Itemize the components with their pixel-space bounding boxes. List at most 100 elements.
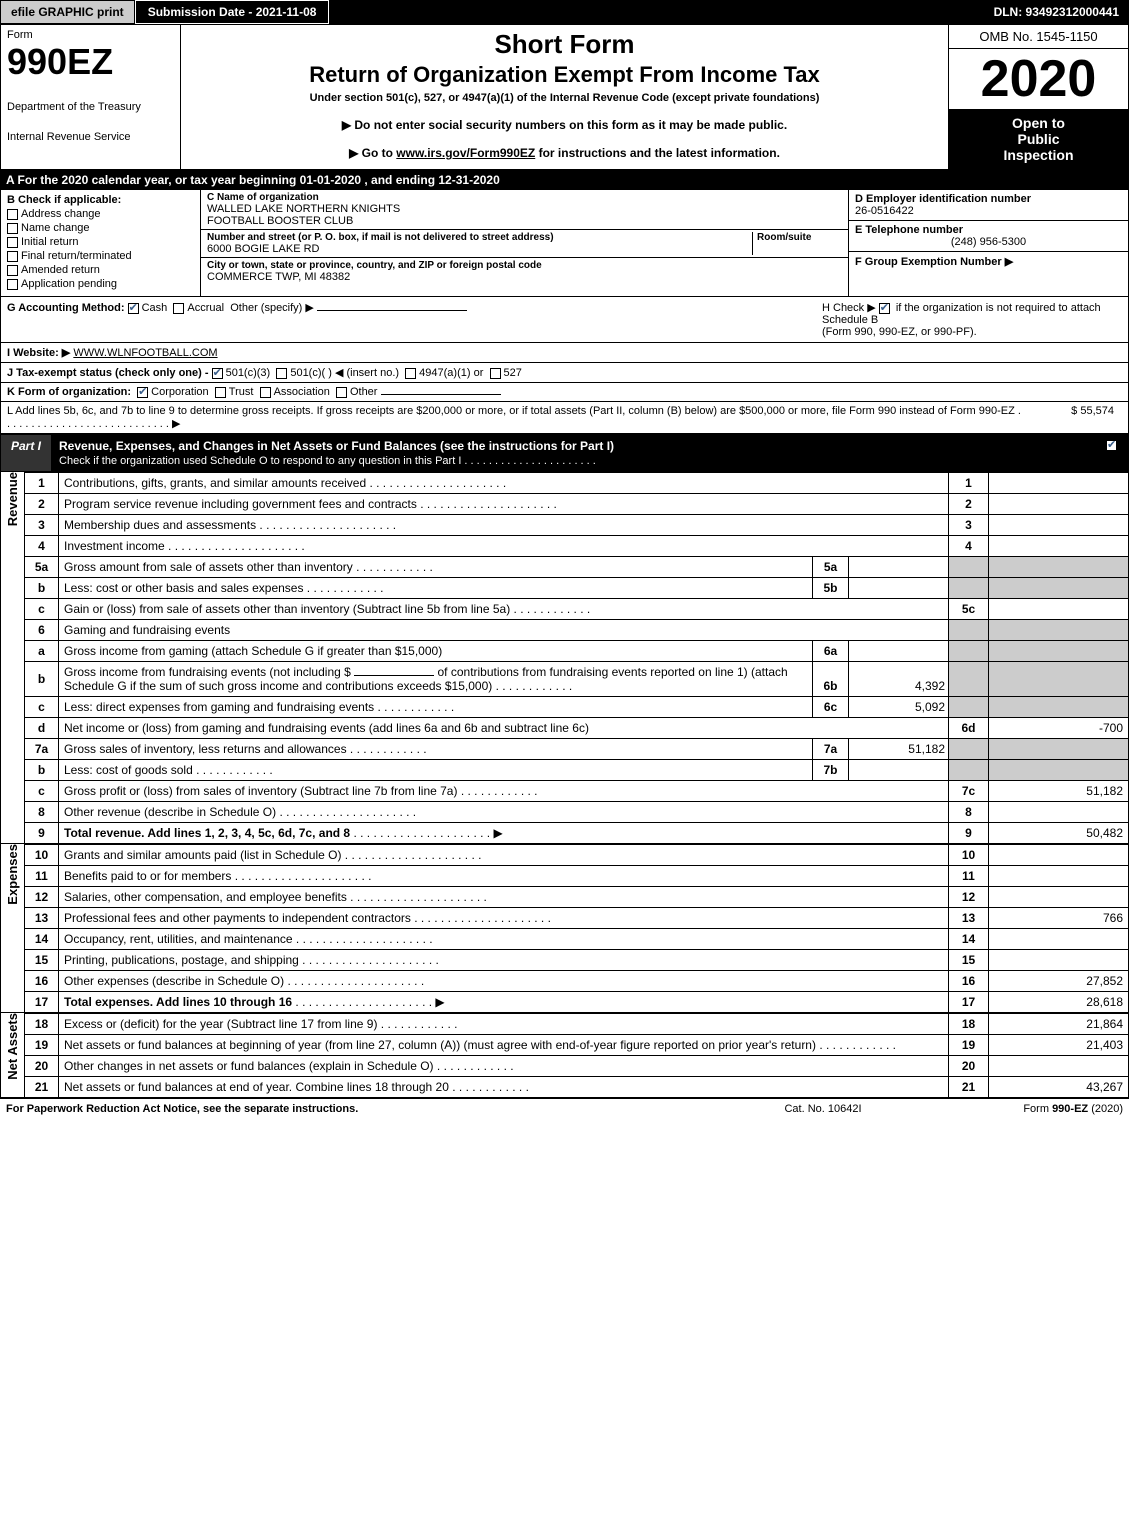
netassets-table: 18Excess or (deficit) for the year (Subt… [24, 1013, 1129, 1098]
omb-number: OMB No. 1545-1150 [949, 25, 1128, 49]
footer-right: Form 990-EZ (2020) [923, 1103, 1123, 1115]
j-pre: J Tax-exempt status (check only one) - [7, 367, 212, 379]
k-trust: Trust [229, 386, 254, 398]
page-footer: For Paperwork Reduction Act Notice, see … [0, 1098, 1129, 1119]
street-address: 6000 BOGIE LAKE RD [207, 243, 752, 255]
k-assoc: Association [274, 386, 330, 398]
expenses-side-label: Expenses [0, 844, 24, 1013]
form-header: Form 990EZ Department of the Treasury In… [0, 24, 1129, 170]
part1-title: Revenue, Expenses, and Changes in Net As… [59, 439, 614, 453]
website-value[interactable]: WWW.WLNFOOTBALL.COM [73, 347, 217, 359]
expenses-table: 10Grants and similar amounts paid (list … [24, 844, 1129, 1013]
open-line1: Open to [953, 115, 1124, 131]
row-i: I Website: ▶ WWW.WLNFOOTBALL.COM [0, 343, 1129, 363]
part1-header: Part I Revenue, Expenses, and Changes in… [0, 434, 1129, 472]
dept-line2: Internal Revenue Service [7, 131, 174, 143]
footer-mid: Cat. No. 10642I [723, 1103, 923, 1115]
k-corp: Corporation [151, 386, 208, 398]
chk-assoc[interactable] [260, 387, 271, 398]
other-label: Other (specify) ▶ [230, 302, 314, 314]
k-other: Other [350, 386, 378, 398]
j-501c: 501(c)( ) ◀ (insert no.) [290, 367, 399, 379]
part1-checkbox[interactable] [1106, 440, 1117, 451]
h-text1: H Check ▶ [822, 302, 876, 314]
j-501c3: 501(c)(3) [226, 367, 271, 379]
phone-label: E Telephone number [855, 224, 1122, 236]
chk-application-pending[interactable]: Application pending [7, 278, 194, 290]
open-line3: Inspection [953, 147, 1124, 163]
chk-initial-return[interactable]: Initial return [7, 236, 194, 248]
c-name-label: C Name of organization [207, 192, 842, 203]
part1-sub: Check if the organization used Schedule … [59, 455, 596, 467]
efile-print-button[interactable]: efile GRAPHIC print [0, 0, 135, 24]
phone-value: (248) 956-5300 [855, 236, 1122, 248]
chk-other-org[interactable] [336, 387, 347, 398]
l-text: L Add lines 5b, 6c, and 7b to line 9 to … [7, 405, 1022, 430]
top-bar: efile GRAPHIC print Submission Date - 20… [0, 0, 1129, 24]
chk-final-return[interactable]: Final return/terminated [7, 250, 194, 262]
chk-address-change[interactable]: Address change [7, 208, 194, 220]
accrual-label: Accrual [187, 302, 224, 314]
addr-label: Number and street (or P. O. box, if mail… [207, 232, 752, 243]
city-label: City or town, state or province, country… [207, 260, 842, 271]
submission-date-label: Submission Date - 2021-11-08 [135, 0, 330, 24]
k-label: K Form of organization: [7, 386, 131, 398]
form-word: Form [7, 29, 174, 41]
row-g-h: G Accounting Method: Cash Accrual Other … [0, 297, 1129, 343]
instruction-2: ▶ Go to www.irs.gov/Form990EZ for instru… [189, 146, 940, 160]
chk-cash[interactable] [128, 303, 139, 314]
room-label: Room/suite [757, 232, 842, 243]
footer-left: For Paperwork Reduction Act Notice, see … [6, 1103, 723, 1115]
form-number: 990EZ [7, 41, 174, 83]
netassets-block: Net Assets 18Excess or (deficit) for the… [0, 1013, 1129, 1098]
netassets-side-label: Net Assets [0, 1013, 24, 1098]
cash-label: Cash [142, 302, 168, 314]
ein-value: 26-0516422 [855, 205, 1122, 217]
group-exemption-label: F Group Exemption Number ▶ [855, 255, 1122, 268]
section-b-block: B Check if applicable: Address change Na… [0, 190, 1129, 297]
dln-label: DLN: 93492312000441 [984, 0, 1129, 24]
irs-link[interactable]: www.irs.gov/Form990EZ [396, 146, 535, 160]
open-line2: Public [953, 131, 1124, 147]
chk-trust[interactable] [215, 387, 226, 398]
short-form-title: Short Form [189, 29, 940, 60]
org-name-2: FOOTBALL BOOSTER CLUB [207, 215, 842, 227]
open-to-public-box: Open to Public Inspection [949, 109, 1128, 169]
row-k: K Form of organization: Corporation Trus… [0, 383, 1129, 402]
l-value: $ 55,574 [1022, 405, 1122, 430]
inst2-pre: ▶ Go to [349, 146, 396, 160]
expenses-block: Expenses 10Grants and similar amounts pa… [0, 844, 1129, 1013]
row-j: J Tax-exempt status (check only one) - 5… [0, 363, 1129, 383]
j-527: 527 [504, 367, 522, 379]
under-section-text: Under section 501(c), 527, or 4947(a)(1)… [189, 92, 940, 104]
chk-accrual[interactable] [173, 303, 184, 314]
line-a-bar: A For the 2020 calendar year, or tax yea… [0, 170, 1129, 190]
b-title: B Check if applicable: [7, 194, 194, 206]
dept-line1: Department of the Treasury [7, 101, 174, 113]
chk-amended-return[interactable]: Amended return [7, 264, 194, 276]
website-label: I Website: ▶ [7, 347, 70, 359]
other-specify-input[interactable] [317, 310, 467, 311]
chk-501c3[interactable] [212, 368, 223, 379]
k-other-input[interactable] [381, 394, 501, 395]
revenue-side-label: Revenue [0, 472, 24, 844]
inst2-post: for instructions and the latest informat… [535, 146, 780, 160]
chk-4947[interactable] [405, 368, 416, 379]
j-4947: 4947(a)(1) or [419, 367, 483, 379]
instruction-1: ▶ Do not enter social security numbers o… [189, 118, 940, 132]
revenue-table: 1Contributions, gifts, grants, and simil… [24, 472, 1129, 844]
ein-label: D Employer identification number [855, 193, 1122, 205]
chk-name-change[interactable]: Name change [7, 222, 194, 234]
part1-label: Part I [1, 435, 51, 471]
return-title: Return of Organization Exempt From Incom… [189, 62, 940, 88]
g-label: G Accounting Method: [7, 302, 125, 314]
tax-year: 2020 [949, 49, 1128, 109]
city-value: COMMERCE TWP, MI 48382 [207, 271, 842, 283]
chk-corp[interactable] [137, 387, 148, 398]
chk-527[interactable] [490, 368, 501, 379]
row-l: L Add lines 5b, 6c, and 7b to line 9 to … [0, 402, 1129, 434]
revenue-block: Revenue 1Contributions, gifts, grants, a… [0, 472, 1129, 844]
chk-501c[interactable] [276, 368, 287, 379]
h-text3: (Form 990, 990-EZ, or 990-PF). [822, 326, 977, 338]
chk-h[interactable] [879, 303, 890, 314]
